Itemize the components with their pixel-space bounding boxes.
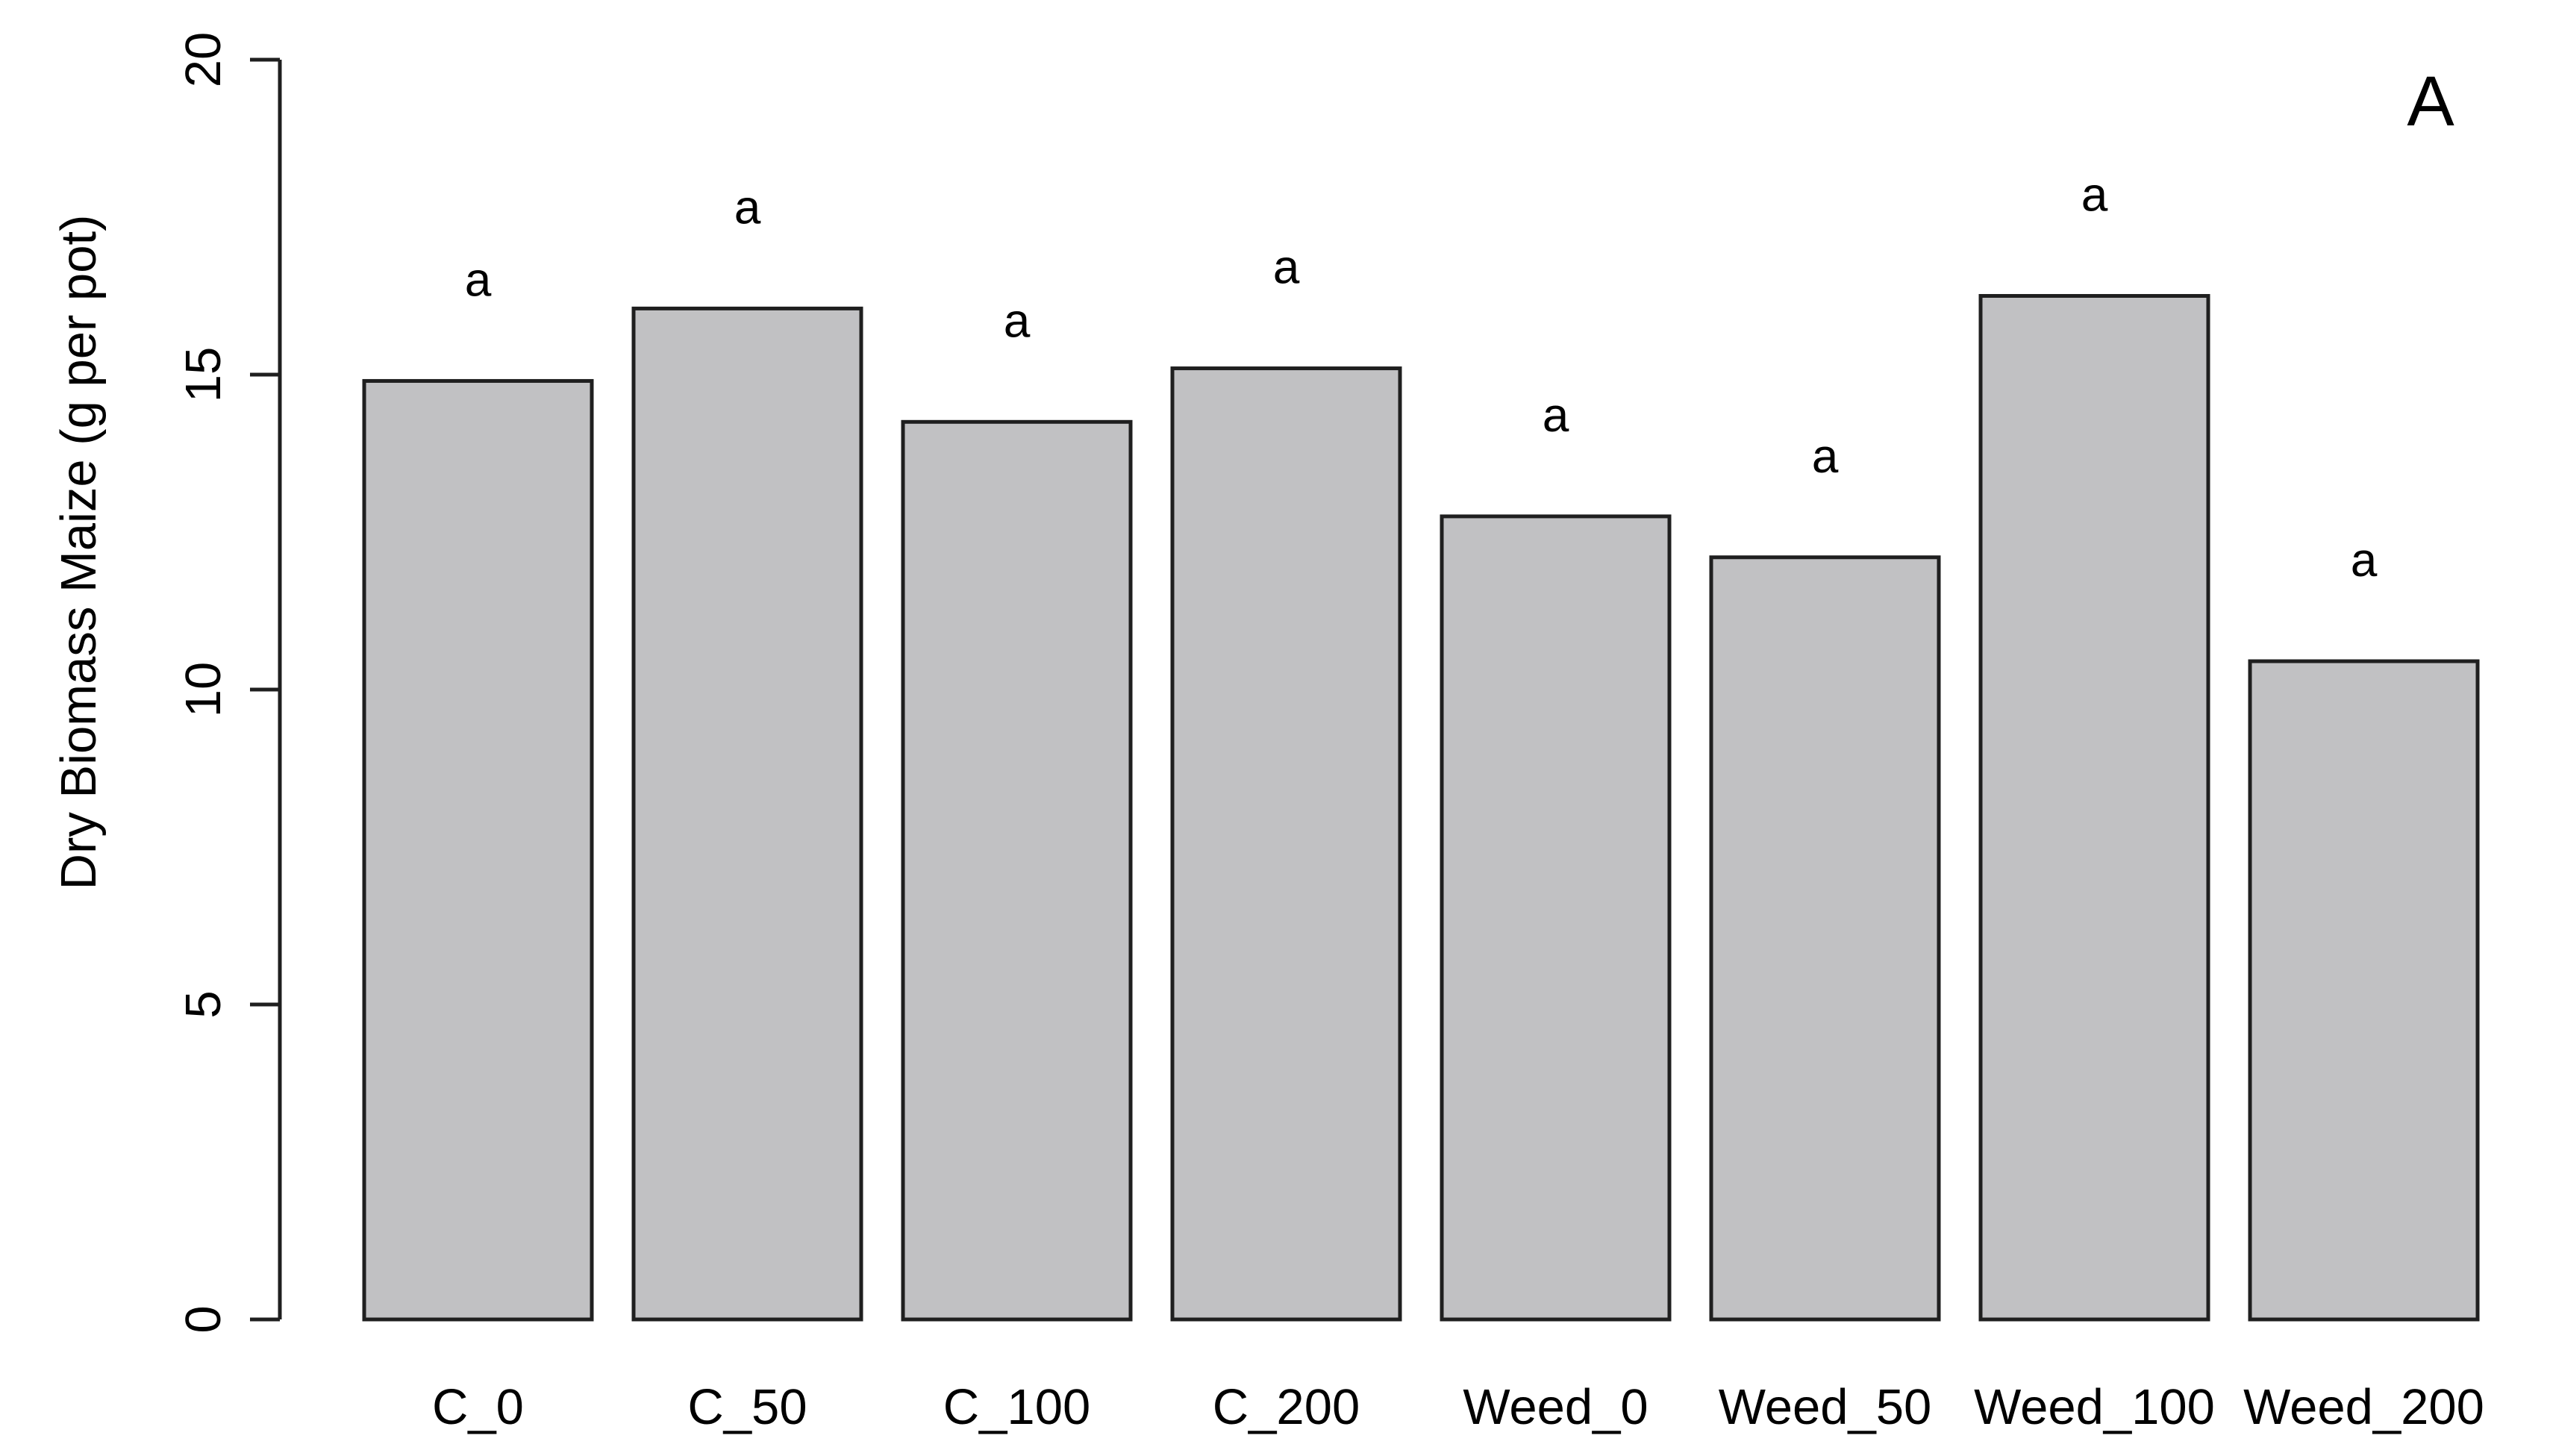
y-tick-label-10: 10 — [175, 662, 231, 718]
x-tick-label-C_200: C_200 — [1213, 1379, 1360, 1435]
y-tick-label-15: 15 — [175, 347, 231, 403]
bar-C_100 — [901, 419, 1133, 1322]
x-tick-label-Weed_100: Weed_100 — [1974, 1379, 2215, 1435]
bar-Weed_100 — [1978, 294, 2210, 1322]
x-tick-label-C_100: C_100 — [943, 1379, 1090, 1435]
sig-label-Weed_200: a — [2351, 533, 2378, 587]
bar-Weed_200 — [2248, 659, 2480, 1322]
sig-label-C_50: a — [734, 180, 761, 234]
bar-Weed_0 — [1440, 514, 1672, 1322]
y-tick-label-5: 5 — [175, 990, 231, 1018]
bar-C_0 — [362, 378, 594, 1322]
bar-C_50 — [631, 306, 863, 1322]
y-tick-label-20: 20 — [175, 32, 231, 88]
bars-group — [362, 294, 2480, 1322]
panel-label: A — [2407, 62, 2454, 141]
sig-label-Weed_100: a — [2081, 168, 2108, 222]
x-tick-label-C_50: C_50 — [687, 1379, 807, 1435]
sig-label-C_0: a — [465, 252, 492, 306]
x-tick-label-Weed_50: Weed_50 — [1719, 1379, 1932, 1435]
axis-group: 0 5 10 15 20 — [175, 32, 282, 1334]
bar-Weed_50 — [1709, 555, 1941, 1322]
sig-label-Weed_0: a — [1543, 388, 1569, 442]
sig-label-C_200: a — [1273, 240, 1300, 294]
x-tick-label-Weed_200: Weed_200 — [2243, 1379, 2484, 1435]
labels-group: a C_0 a C_50 a C_100 a C_200 a Weed_0 a Weed_50 a Wee… — [432, 168, 2484, 1436]
x-tick-label-C_0: C_0 — [432, 1379, 524, 1435]
y-tick-label-0: 0 — [175, 1305, 231, 1333]
y-axis-label: Dry Biomass Maize (g per pot) — [51, 215, 107, 890]
sig-label-Weed_50: a — [1812, 429, 1839, 483]
x-tick-label-Weed_0: Weed_0 — [1463, 1379, 1648, 1435]
bar-C_200 — [1170, 366, 1402, 1322]
sig-label-C_100: a — [1004, 293, 1031, 347]
